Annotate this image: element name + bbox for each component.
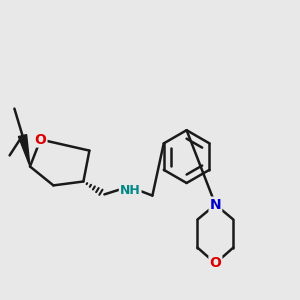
Text: NH: NH <box>120 184 141 197</box>
Text: O: O <box>34 133 46 146</box>
Polygon shape <box>18 135 30 167</box>
Text: N: N <box>210 198 221 212</box>
Text: O: O <box>209 256 221 270</box>
